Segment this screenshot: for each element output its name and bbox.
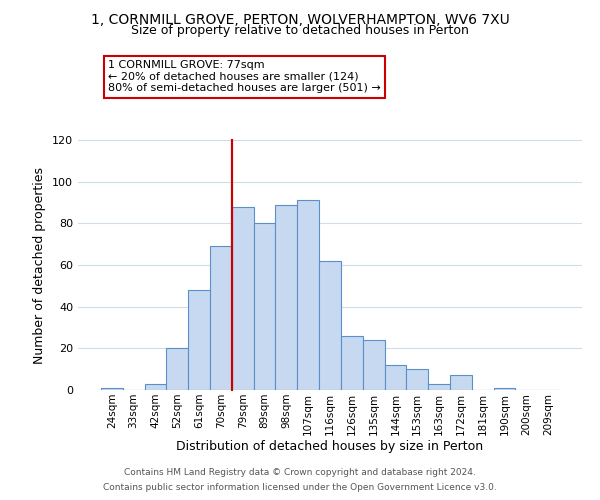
Text: 1, CORNMILL GROVE, PERTON, WOLVERHAMPTON, WV6 7XU: 1, CORNMILL GROVE, PERTON, WOLVERHAMPTON…	[91, 12, 509, 26]
Text: Contains HM Land Registry data © Crown copyright and database right 2024.: Contains HM Land Registry data © Crown c…	[124, 468, 476, 477]
Bar	[166, 348, 188, 390]
X-axis label: Distribution of detached houses by size in Perton: Distribution of detached houses by size …	[176, 440, 484, 454]
Bar	[145, 384, 166, 390]
Bar	[210, 246, 232, 390]
Bar	[494, 388, 515, 390]
Bar	[385, 365, 406, 390]
Text: Size of property relative to detached houses in Perton: Size of property relative to detached ho…	[131, 24, 469, 37]
Y-axis label: Number of detached properties: Number of detached properties	[34, 166, 46, 364]
Bar	[275, 204, 297, 390]
Bar	[428, 384, 450, 390]
Bar	[450, 376, 472, 390]
Bar	[297, 200, 319, 390]
Bar	[341, 336, 363, 390]
Bar	[101, 388, 123, 390]
Text: 1 CORNMILL GROVE: 77sqm
← 20% of detached houses are smaller (124)
80% of semi-d: 1 CORNMILL GROVE: 77sqm ← 20% of detache…	[108, 60, 381, 93]
Bar	[254, 224, 275, 390]
Bar	[406, 369, 428, 390]
Bar	[319, 261, 341, 390]
Bar	[232, 206, 254, 390]
Bar	[363, 340, 385, 390]
Text: Contains public sector information licensed under the Open Government Licence v3: Contains public sector information licen…	[103, 483, 497, 492]
Bar	[188, 290, 210, 390]
